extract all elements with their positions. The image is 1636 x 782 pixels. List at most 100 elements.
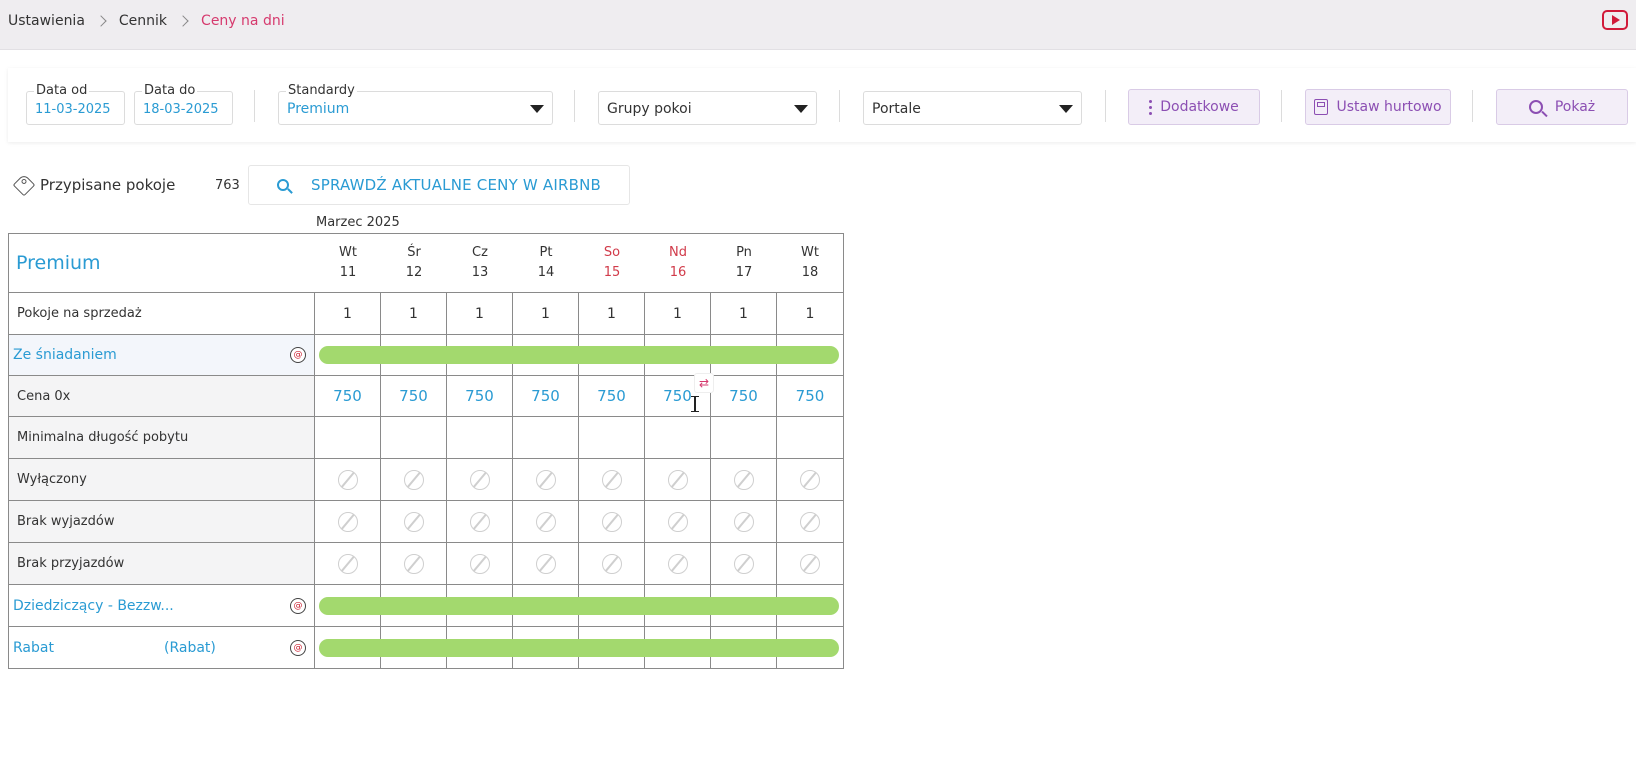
- extra-button-label: Dodatkowe: [1160, 99, 1239, 115]
- restriction-cell[interactable]: [513, 543, 579, 584]
- rate-inherit-cell[interactable]: Dziedziczący - Bezzw... @: [9, 585, 315, 626]
- date-to-field[interactable]: Data do 18-03-2025: [134, 83, 233, 125]
- portals-select[interactable]: Portale: [863, 91, 1082, 125]
- date-from-value: 11-03-2025: [35, 102, 111, 117]
- min-stay-cell[interactable]: [579, 417, 645, 458]
- date-from-field[interactable]: Data od 11-03-2025: [26, 83, 125, 125]
- blocked-icon: [403, 469, 424, 490]
- restriction-cell[interactable]: [711, 501, 777, 542]
- rooms-for-sale-cell[interactable]: 1: [805, 305, 815, 322]
- chevron-right-icon: [177, 15, 189, 27]
- price-cell[interactable]: 750: [315, 376, 381, 416]
- restriction-cell[interactable]: [777, 459, 843, 500]
- price-cell[interactable]: 750: [795, 387, 825, 405]
- price-cell[interactable]: 750: [447, 376, 513, 416]
- min-stay-cell[interactable]: [711, 417, 777, 458]
- text-cursor: [691, 396, 699, 412]
- restriction-cell[interactable]: [777, 543, 843, 584]
- availability-bar[interactable]: [319, 638, 839, 657]
- disabled-label: Wyłączony: [9, 459, 315, 500]
- restriction-cell[interactable]: [447, 543, 513, 584]
- standard-select[interactable]: Standardy Premium: [278, 83, 553, 125]
- restriction-cell[interactable]: [447, 459, 513, 500]
- blocked-icon: [469, 469, 490, 490]
- availability-bar[interactable]: [319, 596, 839, 615]
- blocked-icon: [535, 553, 556, 574]
- price-cell[interactable]: 750: [513, 376, 579, 416]
- sync-icon[interactable]: ⇄: [694, 373, 714, 393]
- price-cell[interactable]: 750: [381, 376, 447, 416]
- rate-discount-cell[interactable]: Rabat (Rabat) @: [9, 627, 315, 668]
- min-stay-cell[interactable]: [777, 417, 843, 458]
- assigned-rooms-count: 763: [215, 178, 240, 193]
- rate-icon[interactable]: @: [290, 597, 306, 614]
- rooms-for-sale-cell[interactable]: 1: [381, 293, 447, 334]
- rooms-for-sale-cell[interactable]: 1: [447, 293, 513, 334]
- rooms-for-sale-label: Pokoje na sprzedaż: [9, 293, 315, 334]
- standard-label: Standardy: [286, 83, 357, 98]
- rooms-for-sale-cell[interactable]: 1: [315, 293, 381, 334]
- no-departures-cells: [315, 501, 843, 542]
- min-stay-cells: [315, 417, 843, 458]
- restriction-cell[interactable]: [381, 459, 447, 500]
- price-calendar-grid: Premium Wt 11 Śr 12 Cz 13 Pt 14 So 15 Nd 16 Pn 17 Wt 18…: [8, 233, 844, 669]
- room-groups-select[interactable]: Grupy pokoi: [598, 91, 817, 125]
- price-cell[interactable]: 750: [579, 376, 645, 416]
- restriction-cell[interactable]: [777, 501, 843, 542]
- extra-button[interactable]: Dodatkowe: [1128, 89, 1260, 125]
- youtube-icon[interactable]: [1602, 10, 1628, 30]
- min-stay-cell[interactable]: [381, 417, 447, 458]
- caret-down-icon: [530, 105, 544, 113]
- price-cell[interactable]: 750: [645, 376, 711, 416]
- no-departures-label: Brak wyjazdów: [9, 501, 315, 542]
- grid-title: Premium: [16, 252, 101, 274]
- restriction-cell[interactable]: [381, 543, 447, 584]
- restriction-cell[interactable]: [645, 543, 711, 584]
- restriction-cell[interactable]: [711, 543, 777, 584]
- day-number: 14: [537, 265, 555, 280]
- restriction-cell[interactable]: [447, 501, 513, 542]
- min-stay-cell[interactable]: [513, 417, 579, 458]
- day-of-week: Pt: [539, 245, 553, 260]
- restriction-cell[interactable]: [381, 501, 447, 542]
- rooms-for-sale-cell[interactable]: 1: [579, 293, 645, 334]
- min-stay-cell[interactable]: [645, 417, 711, 458]
- rate-icon[interactable]: @: [290, 347, 306, 363]
- date-from-label: Data od: [34, 83, 90, 98]
- divider: [1472, 90, 1473, 122]
- show-button-label: Pokaż: [1554, 99, 1596, 115]
- restriction-cell[interactable]: [579, 543, 645, 584]
- restriction-cell[interactable]: [579, 459, 645, 500]
- check-airbnb-prices-button[interactable]: SPRAWDŹ AKTUALNE CENY W AIRBNB: [248, 165, 630, 205]
- restriction-cell[interactable]: [711, 459, 777, 500]
- rate-icon[interactable]: @: [290, 639, 306, 656]
- show-button[interactable]: Pokaż: [1496, 89, 1628, 125]
- availability-bar[interactable]: [319, 346, 839, 364]
- blocked-icon: [337, 469, 358, 490]
- restriction-cell[interactable]: [645, 501, 711, 542]
- restriction-cell[interactable]: [315, 459, 381, 500]
- price-cell[interactable]: 750: [711, 376, 777, 416]
- restriction-cell[interactable]: [513, 501, 579, 542]
- restriction-cell[interactable]: [315, 543, 381, 584]
- day-header: Nd 16: [645, 234, 711, 292]
- bulk-set-button[interactable]: Ustaw hurtowo: [1305, 89, 1451, 125]
- min-stay-cell[interactable]: [315, 417, 381, 458]
- day-of-week: So: [603, 245, 621, 260]
- breadcrumb-settings[interactable]: Ustawienia: [8, 13, 85, 29]
- restriction-cell[interactable]: [579, 501, 645, 542]
- restriction-cell[interactable]: [513, 459, 579, 500]
- breadcrumb-pricelist[interactable]: Cennik: [118, 13, 168, 29]
- rooms-for-sale-cell[interactable]: 1: [645, 293, 711, 334]
- blocked-icon: [535, 469, 556, 490]
- restriction-cell[interactable]: [645, 459, 711, 500]
- blocked-icon: [403, 511, 424, 532]
- rooms-for-sale-cell[interactable]: 1: [711, 293, 777, 334]
- price-row-label: Cena 0x: [9, 376, 315, 416]
- min-stay-cell[interactable]: [447, 417, 513, 458]
- rooms-for-sale-cell[interactable]: 1: [513, 293, 579, 334]
- restriction-cell[interactable]: [315, 501, 381, 542]
- rate-breakfast-cells: [315, 335, 843, 375]
- rate-breakfast-cell[interactable]: Ze śniadaniem @: [9, 335, 315, 375]
